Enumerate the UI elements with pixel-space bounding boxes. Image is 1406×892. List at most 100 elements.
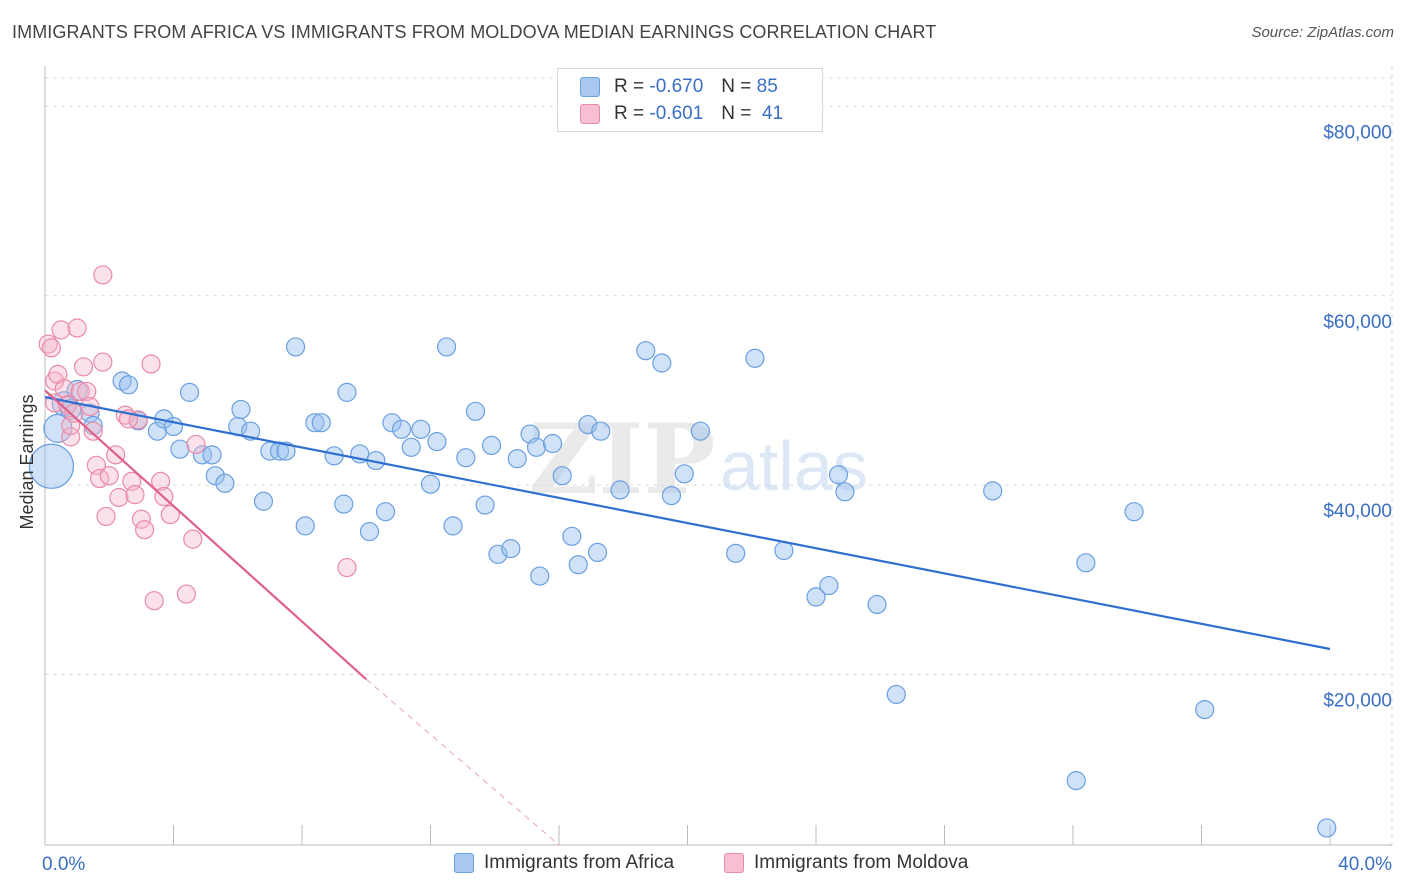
moldova-trend-line (44, 389, 367, 681)
africa-point (295, 516, 315, 536)
moldova-point (183, 529, 203, 549)
axes (44, 66, 1392, 846)
africa-point (507, 449, 527, 469)
moldova-point (160, 504, 180, 525)
africa-point (1076, 553, 1096, 573)
moldova-trend-extension (365, 678, 560, 846)
moldova-point (48, 364, 68, 384)
africa-point (215, 473, 235, 493)
n-label: N = (721, 76, 752, 97)
africa-point (202, 445, 222, 465)
y-tick-label: $40,000 (1323, 501, 1392, 522)
series-legend: Immigrants from Africa Immigrants from M… (0, 852, 1406, 878)
data-points (28, 265, 1337, 838)
africa-point (610, 480, 630, 500)
moldova-point (176, 584, 196, 604)
africa-point (806, 587, 826, 607)
moldova-point (151, 471, 171, 491)
africa-point (253, 491, 274, 511)
africa-point (1124, 502, 1144, 522)
moldova-point (134, 520, 155, 540)
africa-legend-swatch (454, 853, 474, 873)
y-tick-label: $60,000 (1323, 312, 1392, 333)
africa-point (436, 337, 457, 357)
legend-row-africa: R = -0.670 N = 85 (580, 74, 778, 100)
africa-point (867, 594, 887, 615)
africa-point (311, 413, 331, 433)
africa-trend-line (44, 396, 1331, 651)
moldova-point (131, 509, 151, 529)
watermark-atlas: atlas (720, 427, 868, 505)
africa-point (334, 494, 354, 514)
africa-point (530, 566, 550, 586)
africa-point (568, 555, 588, 575)
legend-item-africa[interactable]: Immigrants from Africa (454, 852, 674, 874)
africa-point (552, 466, 572, 486)
x-tick-label: 40.0% (1338, 854, 1392, 875)
r-label: R = (614, 103, 645, 124)
trend-lines (44, 389, 1331, 846)
moldova-point (109, 487, 129, 508)
africa-point (375, 502, 396, 522)
watermark: ZIP atlas (528, 403, 867, 516)
africa-point (118, 375, 139, 395)
africa-point (745, 348, 765, 368)
africa-point (456, 448, 476, 468)
africa-point (828, 465, 849, 485)
x-tick-label: 0.0% (42, 854, 85, 875)
africa-point (475, 495, 495, 515)
africa-point (690, 421, 710, 441)
r-value-moldova: -0.601 (649, 103, 704, 124)
r-value-africa: -0.670 (649, 76, 704, 97)
moldova-point (51, 320, 71, 340)
africa-point (28, 443, 75, 489)
moldova-point (41, 338, 62, 358)
moldova-point (144, 591, 164, 611)
moldova-legend-swatch (724, 853, 744, 873)
africa-point (170, 439, 190, 459)
africa-point (337, 382, 357, 402)
africa-point (661, 485, 682, 506)
grid-lines (45, 66, 1393, 845)
africa-point (501, 539, 521, 559)
africa-point (192, 445, 213, 465)
africa-point (359, 521, 380, 542)
moldova-point (93, 352, 113, 372)
source-label: Source: ZipAtlas.com (1251, 24, 1394, 41)
africa-point (179, 382, 200, 402)
moldova-point (54, 378, 74, 399)
moldova-point (77, 381, 97, 402)
africa-point (481, 435, 502, 456)
africa-point (636, 341, 656, 361)
africa-point (231, 399, 251, 420)
africa-point (1066, 771, 1086, 791)
africa-point (591, 421, 611, 441)
africa-point (674, 464, 694, 484)
y-tick-label: $80,000 (1323, 122, 1392, 143)
moldova-point (67, 318, 87, 338)
moldova-point (186, 434, 206, 455)
stats-legend: R = -0.670 N = 85 R = -0.601 N = 41 (557, 68, 823, 132)
moldova-point (70, 381, 90, 402)
tick-labels: $20,000 $40,000 $60,000 $80,000 0.0% 40.0% (42, 122, 1392, 875)
africa-point (205, 466, 225, 486)
moldova-point (61, 415, 81, 436)
africa-point (526, 437, 547, 457)
africa-point (819, 575, 839, 596)
africa-swatch (580, 77, 600, 97)
moldova-point (38, 334, 58, 354)
africa-point (427, 432, 447, 452)
chart-title: IMMIGRANTS FROM AFRICA VS IMMIGRANTS FRO… (12, 22, 937, 42)
africa-point (411, 419, 431, 439)
moldova-point (125, 485, 145, 505)
africa-point (276, 441, 296, 461)
n-value-africa: 85 (756, 76, 778, 97)
n-label: N = (721, 103, 752, 124)
legend-row-moldova: R = -0.601 N = 41 (580, 101, 783, 127)
r-label: R = (614, 76, 645, 97)
africa-point (562, 526, 582, 546)
africa-point (1195, 699, 1215, 720)
moldova-point (93, 265, 113, 285)
legend-item-moldova[interactable]: Immigrants from Moldova (724, 852, 968, 874)
